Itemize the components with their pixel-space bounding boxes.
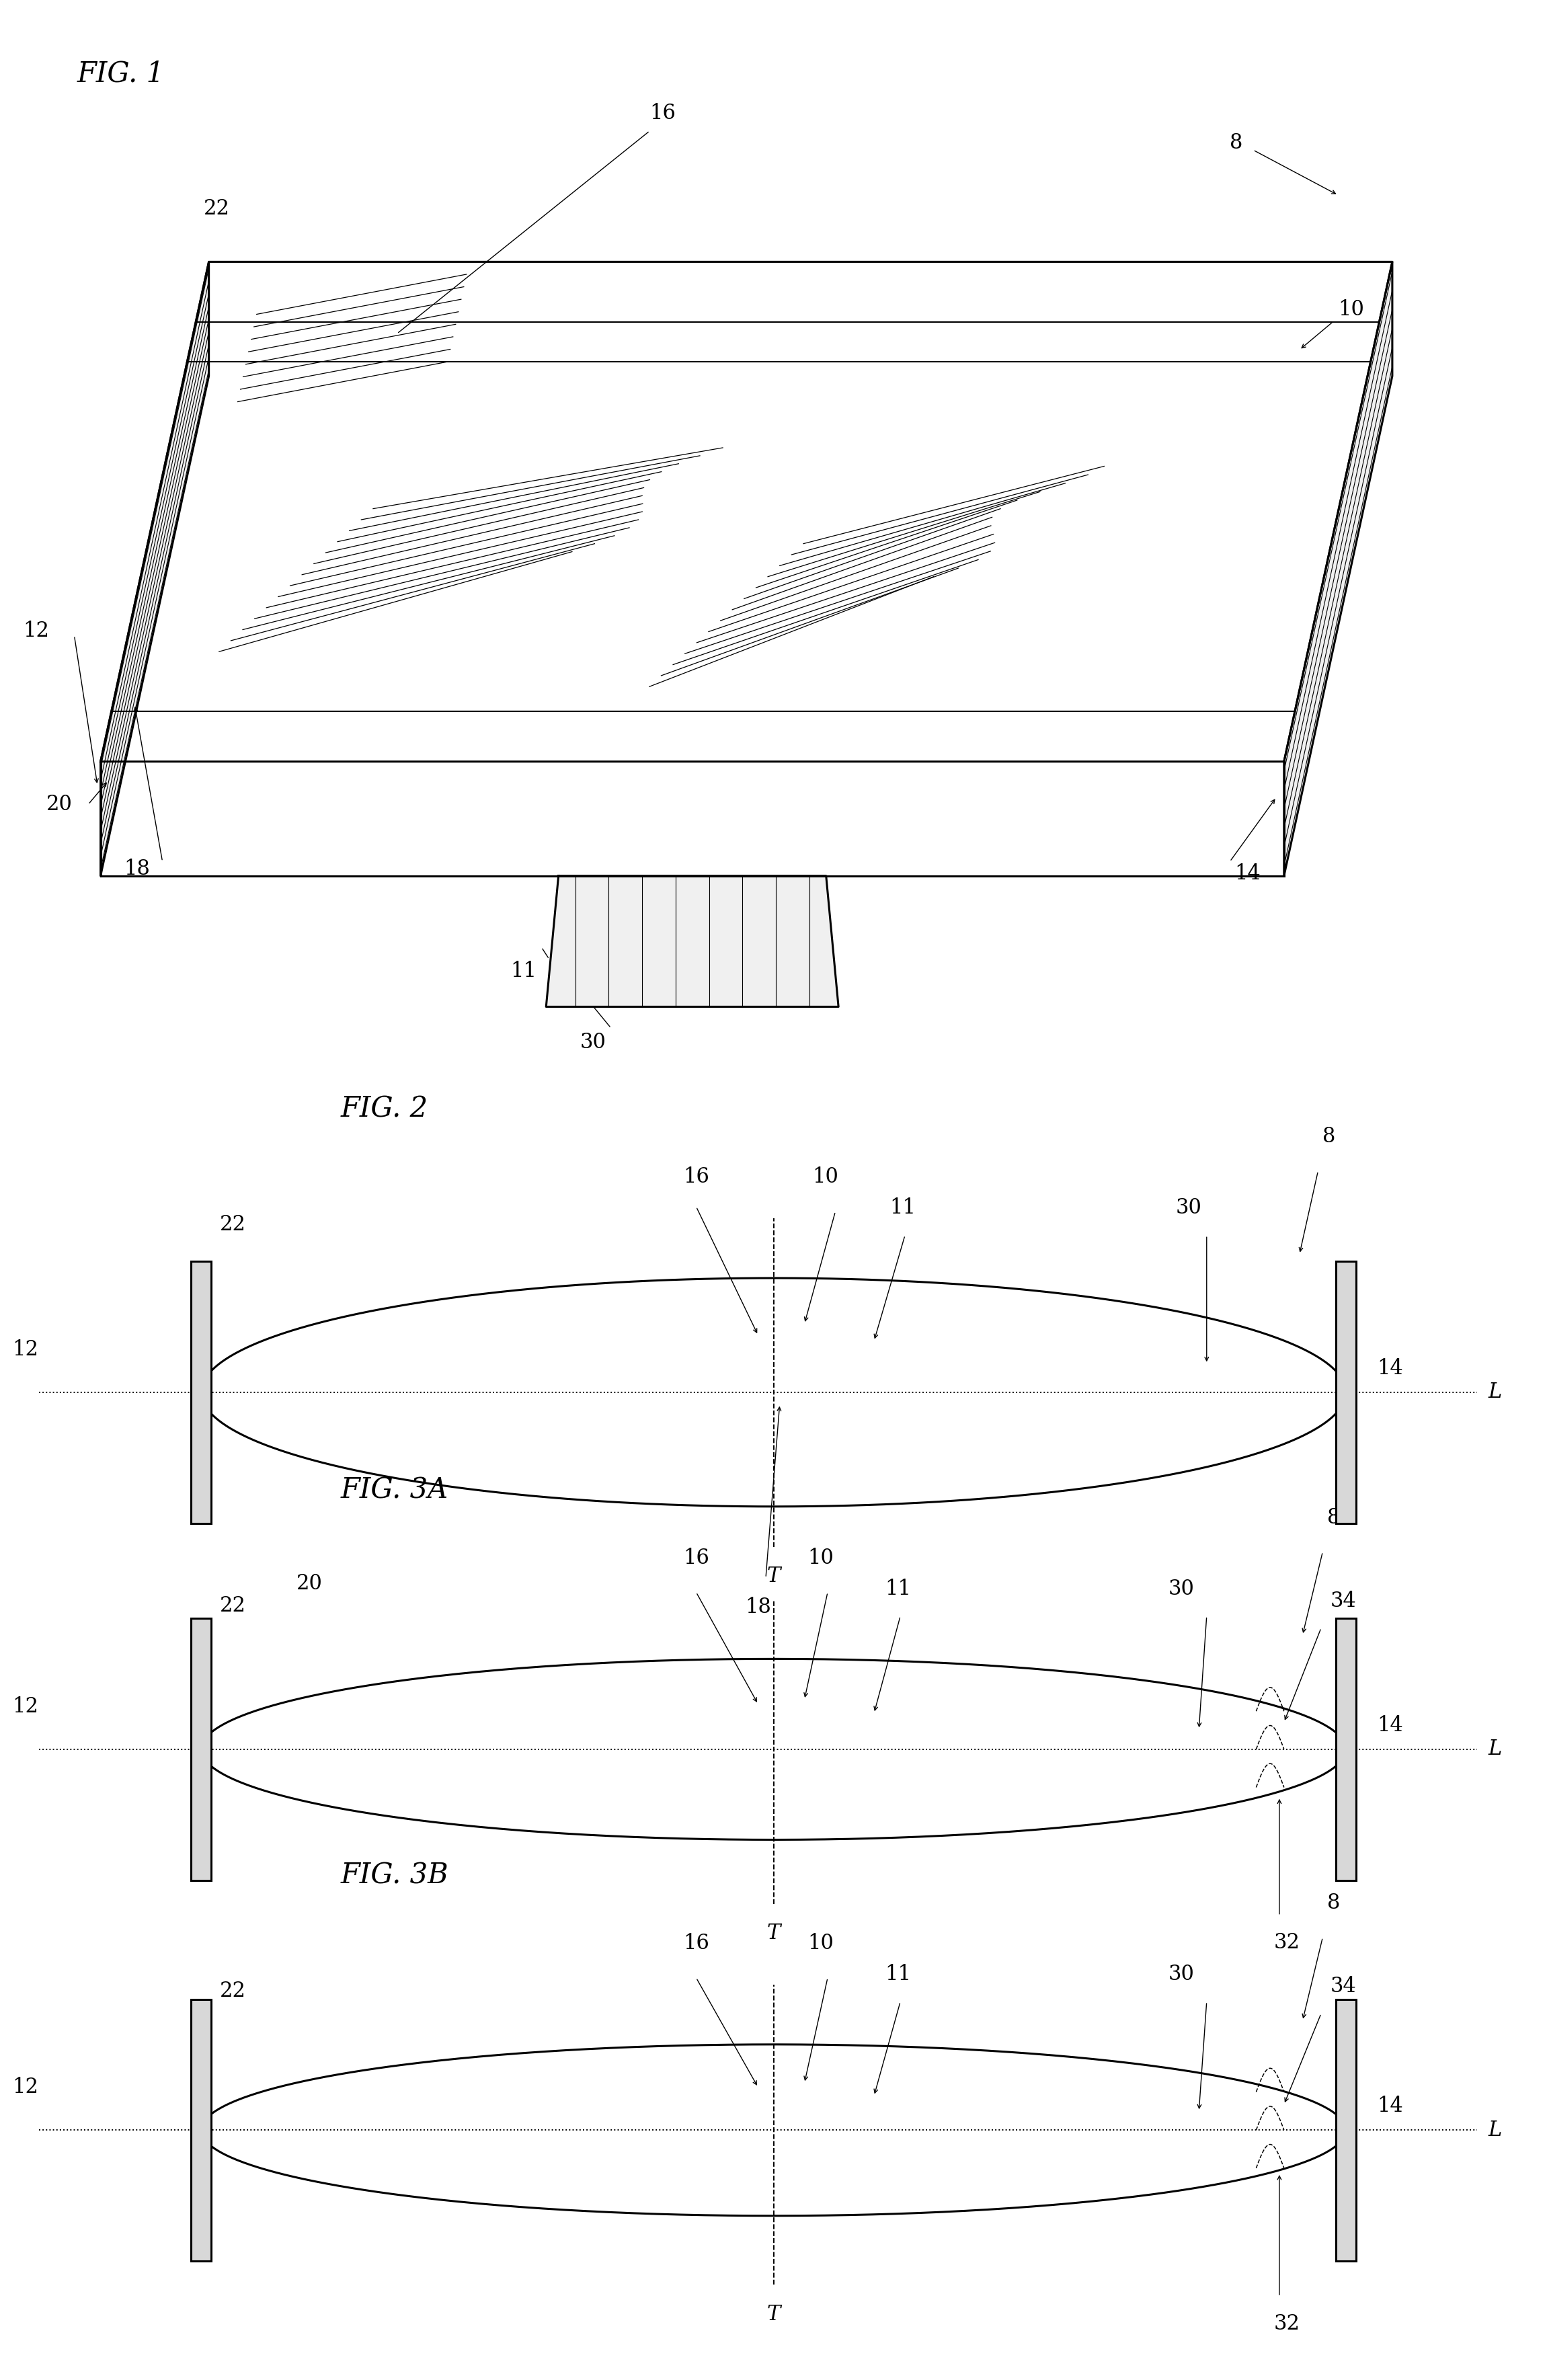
Text: 16: 16 [684,1166,709,1188]
Text: 14: 14 [1377,2097,1403,2116]
Text: 8: 8 [1230,133,1242,152]
Text: L: L [1488,1383,1502,1402]
Polygon shape [546,876,838,1007]
Text: 10: 10 [808,1933,834,1954]
Text: FIG. 3A: FIG. 3A [340,1476,449,1504]
Bar [192,1618,210,1880]
Text: 11: 11 [890,1197,916,1219]
Text: 32: 32 [1275,1933,1299,1954]
Bar [1337,1999,1355,2261]
Text: 22: 22 [204,198,229,219]
Text: 30: 30 [1168,1964,1194,1985]
Text: 8: 8 [1327,1892,1340,1914]
Text: 18: 18 [124,859,150,878]
Text: 10: 10 [812,1166,838,1188]
Text: 11: 11 [885,1964,911,1985]
Text: 12: 12 [12,2078,39,2097]
Text: 20: 20 [297,1573,322,1595]
Text: 34: 34 [1330,1590,1357,1611]
Text: 14: 14 [1377,1359,1403,1378]
Text: 12: 12 [12,1340,39,1359]
Polygon shape [1284,262,1392,876]
Text: 14: 14 [1235,864,1261,883]
Text: 8: 8 [1323,1126,1335,1147]
Text: 32: 32 [1275,2313,1299,2335]
Bar [192,1999,210,2261]
Text: 11: 11 [885,1578,911,1599]
Text: 11: 11 [511,962,537,981]
Text: 12: 12 [23,621,50,640]
Text: FIG. 2: FIG. 2 [340,1095,429,1123]
Text: 12: 12 [12,1697,39,1716]
Bar [192,1261,210,1523]
Text: 8: 8 [1327,1507,1340,1528]
Text: 16: 16 [684,1933,709,1954]
Text: 10: 10 [808,1547,834,1568]
Text: T: T [767,1923,780,1944]
Text: 30: 30 [1168,1578,1194,1599]
Text: 30: 30 [580,1033,606,1052]
Text: 34: 34 [1330,1975,1357,1997]
Text: 16: 16 [650,102,676,124]
Text: 20: 20 [46,795,73,814]
Text: 10: 10 [1338,300,1364,319]
Text: L: L [1488,1740,1502,1759]
Text: 14: 14 [1377,1716,1403,1735]
Text: 30: 30 [1176,1197,1202,1219]
Bar [1337,1261,1355,1523]
Text: FIG. 3B: FIG. 3B [340,1861,449,1890]
Text: T: T [767,2304,780,2325]
Polygon shape [101,262,209,876]
Text: 22: 22 [220,1214,246,1235]
Text: 18: 18 [746,1597,770,1618]
Text: 16: 16 [684,1547,709,1568]
Text: FIG. 1: FIG. 1 [77,60,166,88]
Text: 22: 22 [220,1980,246,2002]
Bar [1337,1618,1355,1880]
Text: T: T [767,1566,780,1587]
Text: L: L [1488,2121,1502,2140]
Text: 22: 22 [220,1595,246,1616]
